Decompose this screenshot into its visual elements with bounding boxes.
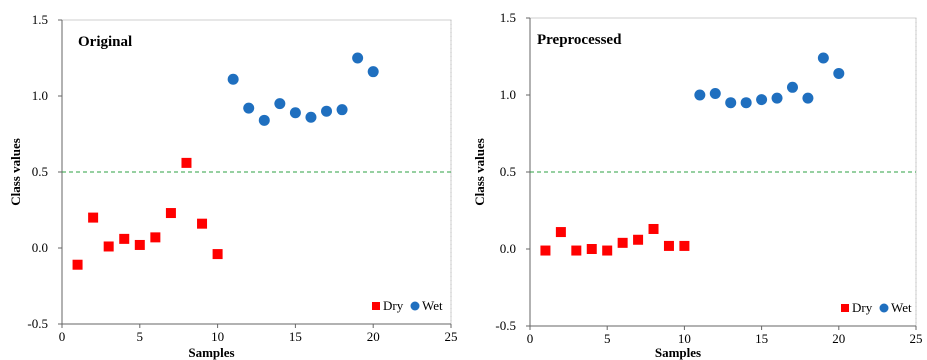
legend-label-wet: Wet	[422, 298, 443, 313]
x-tick-label: 15	[289, 329, 302, 344]
chart-panel-2: 0 5 10 15 20 25 -0.5 0.0 0.5 1.0 1.5 Samples Class v…	[472, 10, 923, 360]
x-tick-label: 5	[604, 331, 611, 346]
chart-panel-1: 0 5 10 15 20 25 -0.5 0.0 0.5 1.0 1.5 Samples Class v…	[8, 12, 458, 360]
legend: Dry Wet	[372, 298, 443, 313]
legend-label-dry: Dry	[383, 298, 404, 313]
y-axis-title: Class values	[472, 138, 487, 206]
point-dry	[571, 245, 582, 256]
point-wet	[258, 114, 270, 126]
point-wet	[274, 98, 286, 110]
point-wet	[367, 66, 379, 78]
point-dry	[119, 233, 130, 244]
x-axis-title: Samples	[655, 345, 701, 360]
point-dry	[103, 241, 114, 252]
point-dry	[663, 240, 674, 251]
point-wet	[243, 102, 255, 114]
point-dry	[633, 234, 644, 245]
point-wet	[336, 104, 348, 116]
point-wet	[709, 87, 721, 99]
y-tick-label: 1.0	[32, 88, 48, 103]
point-wet	[740, 97, 752, 109]
point-wet	[321, 105, 333, 117]
legend-marker-wet	[879, 303, 889, 313]
point-dry	[602, 245, 613, 256]
point-wet	[305, 111, 317, 123]
y-tick-label: -0.5	[495, 318, 516, 333]
point-dry	[648, 223, 659, 234]
legend-label-dry: Dry	[852, 300, 873, 315]
point-dry	[617, 237, 628, 248]
point-wet	[352, 52, 364, 64]
point-wet	[289, 107, 301, 119]
point-dry	[134, 239, 145, 250]
point-wet	[771, 92, 783, 104]
point-wet	[694, 89, 706, 101]
point-dry	[72, 259, 83, 270]
x-tick-label: 20	[832, 331, 845, 346]
y-tick-label: 1.5	[500, 10, 516, 25]
point-dry	[197, 218, 208, 229]
y-tick-label: 1.0	[500, 87, 516, 102]
legend-marker-dry	[841, 304, 849, 312]
point-wet	[786, 81, 798, 93]
point-dry	[555, 227, 566, 238]
x-tick-label: 5	[137, 329, 144, 344]
point-wet	[802, 92, 814, 104]
point-dry	[88, 212, 99, 223]
y-axis-title: Class values	[8, 138, 23, 206]
x-axis-title: Samples	[188, 345, 234, 360]
x-tick-label: 15	[755, 331, 768, 346]
x-tick-label: 0	[59, 329, 66, 344]
point-wet	[833, 67, 845, 79]
x-tick-label: 0	[527, 331, 534, 346]
x-tick-label: 25	[445, 329, 458, 344]
x-tick-label: 25	[910, 331, 923, 346]
y-tick-label: 0.5	[500, 164, 516, 179]
legend-marker-wet	[410, 301, 420, 311]
panel-title: Preprocessed	[537, 32, 622, 48]
point-wet	[227, 73, 239, 85]
point-dry	[679, 240, 690, 251]
legend-label-wet: Wet	[891, 300, 912, 315]
y-tick-label: 0.5	[32, 164, 48, 179]
panel-title: Original	[78, 34, 132, 50]
point-dry	[586, 244, 597, 254]
point-dry	[150, 232, 161, 243]
point-dry	[181, 157, 192, 168]
y-tick-label: -0.5	[27, 316, 48, 331]
x-tick-label: 10	[211, 329, 224, 344]
y-tick-label: 0.0	[500, 241, 516, 256]
point-wet	[817, 52, 829, 64]
legend: Dry Wet	[841, 300, 912, 315]
point-wet	[756, 94, 768, 106]
point-dry	[212, 249, 223, 260]
point-dry	[165, 208, 176, 219]
point-dry	[540, 245, 551, 256]
y-tick-label: 1.5	[32, 12, 48, 27]
legend-marker-dry	[372, 302, 380, 310]
point-wet	[725, 97, 737, 109]
x-tick-label: 20	[367, 329, 380, 344]
x-tick-label: 10	[678, 331, 691, 346]
y-tick-label: 0.0	[32, 240, 48, 255]
